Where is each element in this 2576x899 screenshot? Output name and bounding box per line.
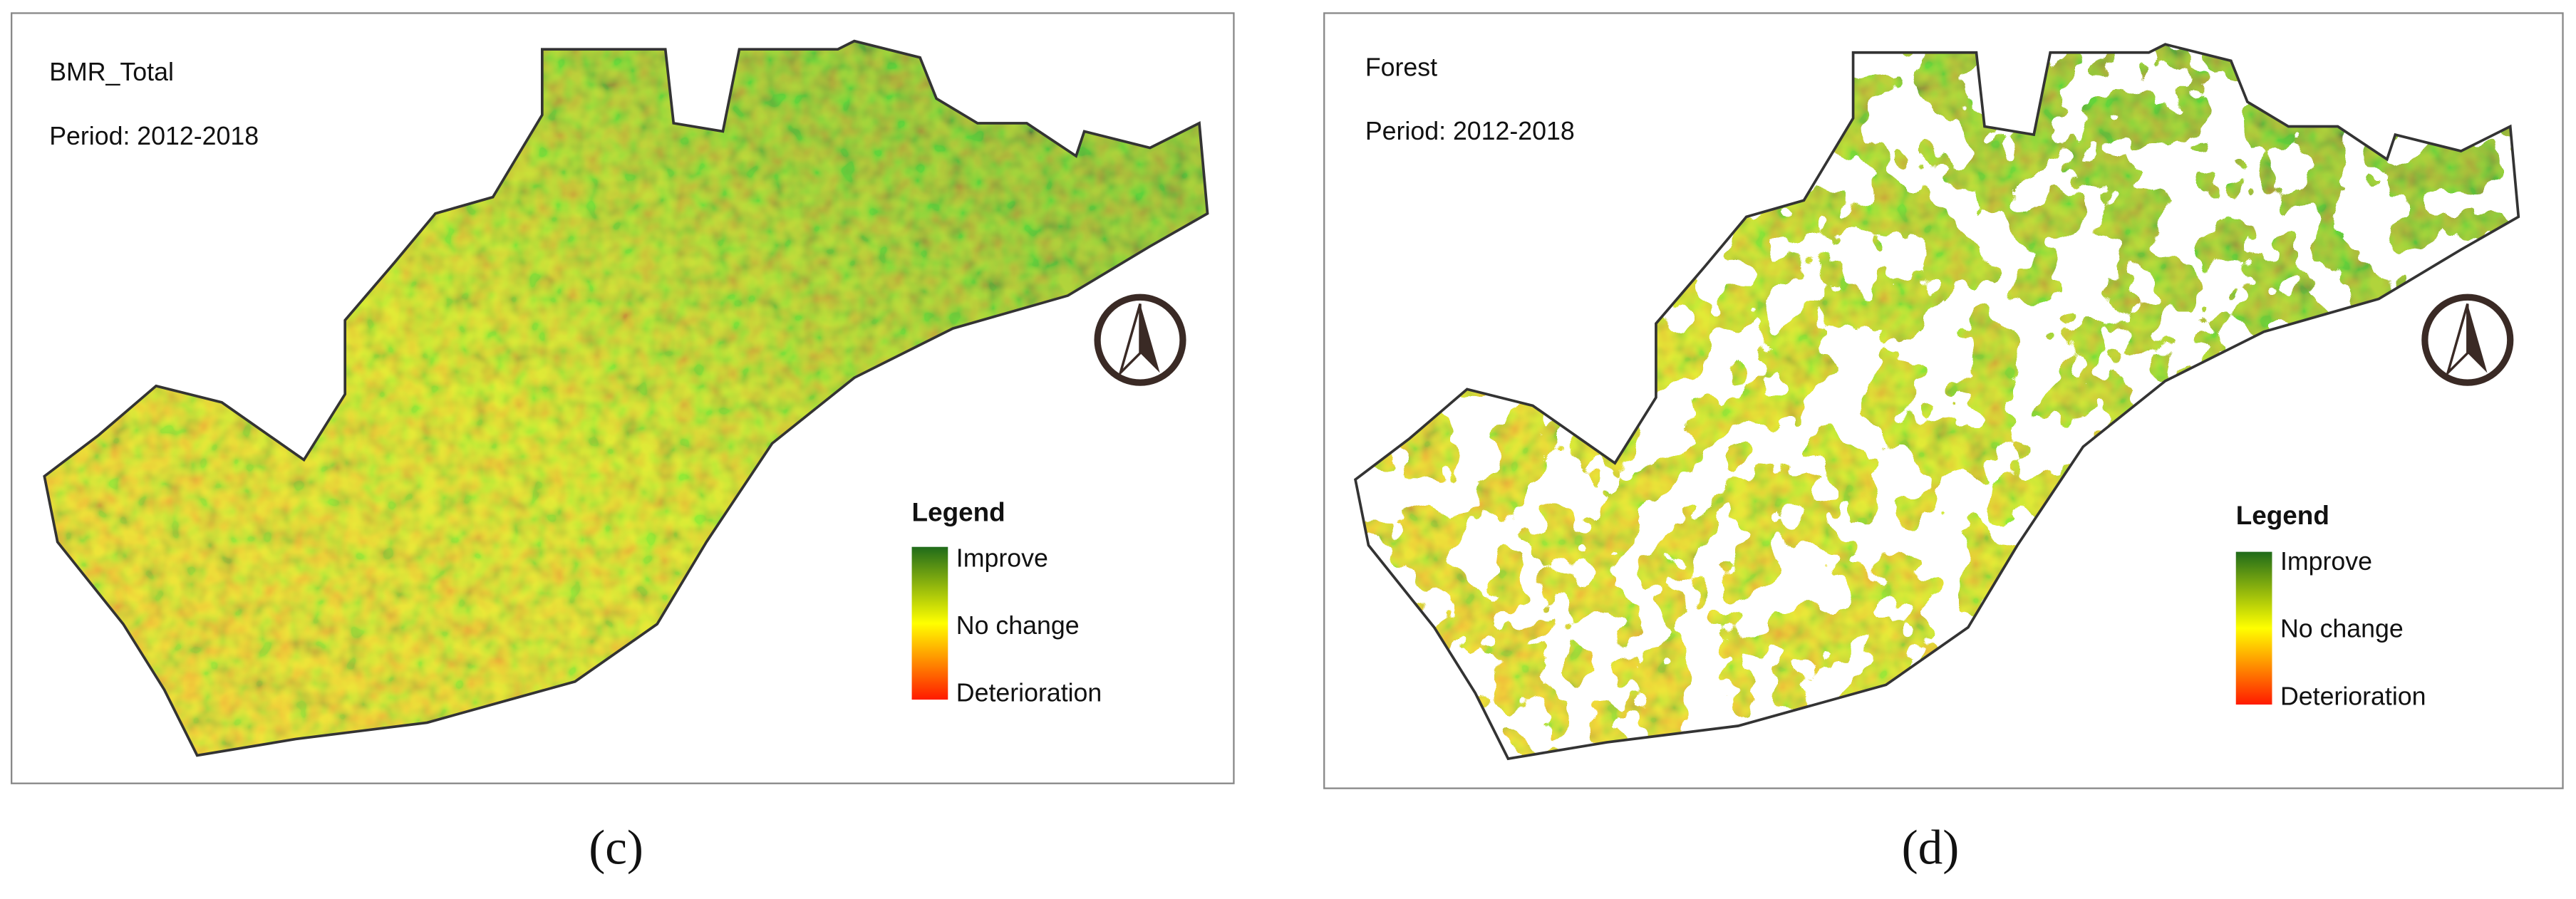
panel-d: Forest Period: 2012-2018 Legend Improve … <box>1323 12 2564 874</box>
panel-c: BMR_Total Period: 2012-2018 Legend Impro… <box>11 12 1235 874</box>
map-title: BMR_Total <box>49 58 174 86</box>
legend-label: No change <box>2280 615 2404 643</box>
legend-label: Improve <box>2280 547 2372 576</box>
legend-title: Legend <box>2236 501 2329 530</box>
map-title: Forest <box>1365 53 1437 81</box>
legend-label: Deterioration <box>956 679 1102 707</box>
north-arrow <box>2421 293 2514 386</box>
north-arrow <box>1094 293 1186 386</box>
map-period: Period: 2012-2018 <box>49 122 259 150</box>
legend-title: Legend <box>912 497 1005 526</box>
legend-bar <box>2235 551 2272 705</box>
legend-label: No change <box>956 611 1080 640</box>
legend-label: Deterioration <box>2280 682 2426 710</box>
map-period: Period: 2012-2018 <box>1365 117 1575 145</box>
caption: (c) <box>589 819 643 874</box>
caption: (d) <box>1902 819 1960 874</box>
legend-label: Improve <box>956 544 1048 573</box>
legend-bar <box>911 546 948 700</box>
